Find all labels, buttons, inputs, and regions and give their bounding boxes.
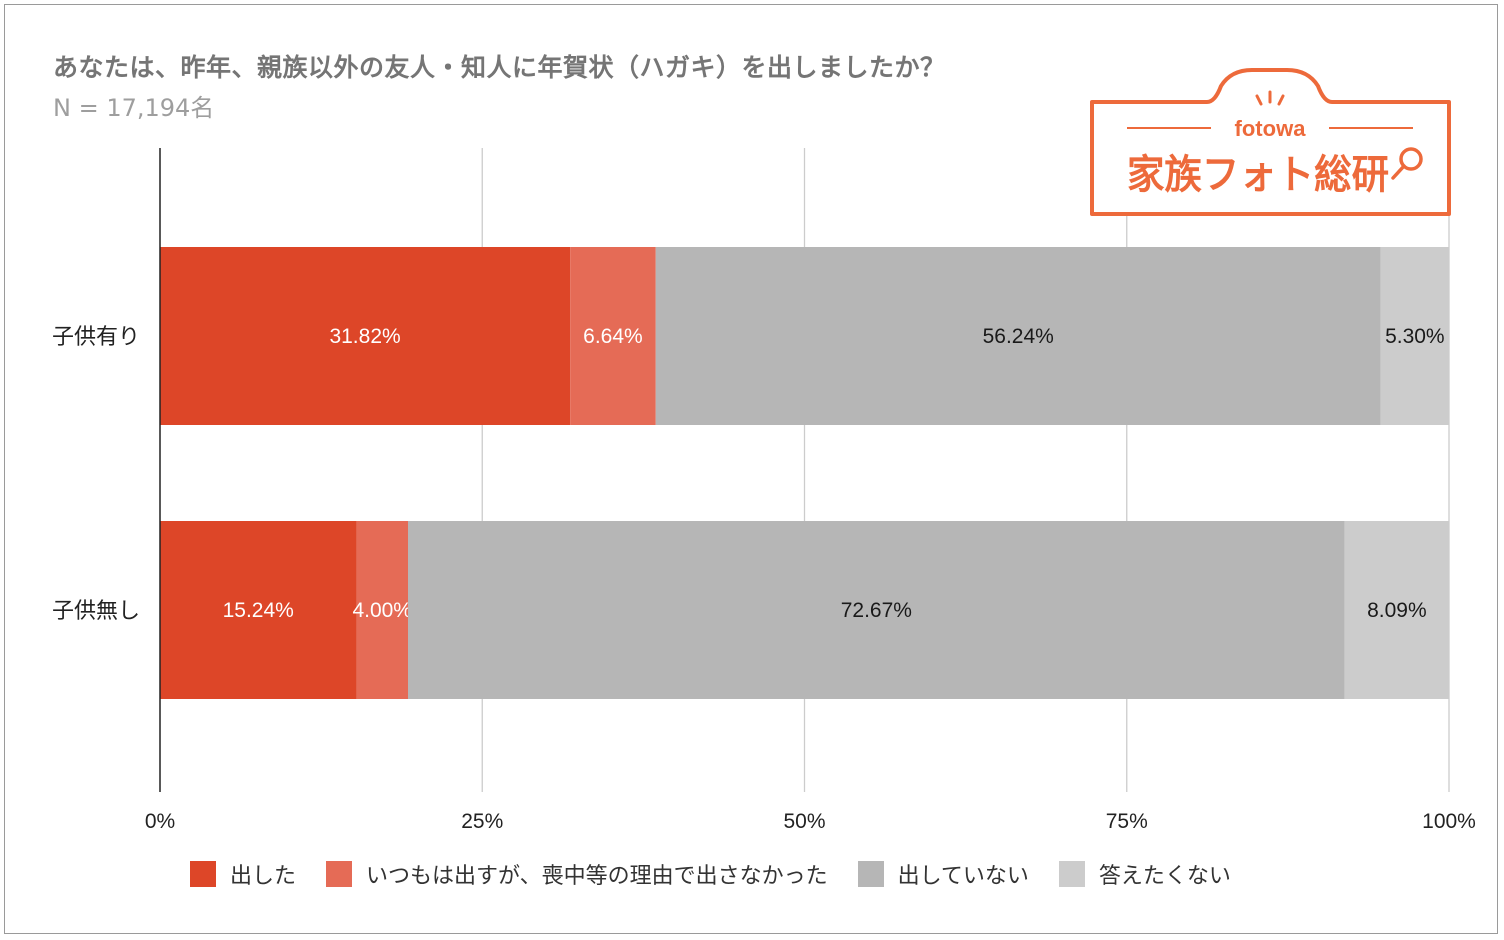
bar-segment xyxy=(570,247,656,425)
bar-segment xyxy=(1380,247,1449,425)
magnifier-icon xyxy=(1391,147,1423,180)
legend-item: 答えたくない xyxy=(1058,858,1231,890)
bar-segment xyxy=(655,247,1381,425)
legend-swatch xyxy=(857,861,884,887)
category-label: 子供無し xyxy=(52,599,140,624)
legend-swatch xyxy=(190,861,216,887)
x-tick-label: 75% xyxy=(1106,810,1148,833)
bar-segment xyxy=(356,521,409,699)
fotowa-logo: fotowa 家族フォト総研 xyxy=(1090,68,1451,216)
bar-segment xyxy=(160,521,357,699)
legend-label: 答えたくない xyxy=(1098,864,1231,889)
logo-badge-outline xyxy=(1090,68,1451,216)
chart-subtitle: N = 17,194名 xyxy=(53,94,215,122)
legend-item: いつもは出すが、喪中等の理由で出さなかった xyxy=(326,858,828,890)
bar-segment xyxy=(408,521,1345,699)
x-tick-label: 50% xyxy=(783,810,825,833)
legend-item: 出していない xyxy=(857,858,1029,890)
data-label: 31.82% xyxy=(329,325,400,348)
bar-segment xyxy=(160,247,571,425)
x-tick-label: 25% xyxy=(461,810,503,833)
bar-segment xyxy=(1344,521,1449,699)
logo-brand: fotowa xyxy=(1235,116,1307,141)
legend-label: 出した xyxy=(230,864,297,889)
legend-swatch xyxy=(326,861,353,887)
chart-title: あなたは、昨年、親族以外の友人・知人に年賀状（ハガキ）を出しましたか？ xyxy=(53,53,946,82)
data-label: 56.24% xyxy=(983,325,1054,348)
x-tick-label: 100% xyxy=(1422,810,1476,833)
legend-label: いつもは出すが、喪中等の理由で出さなかった xyxy=(366,864,828,889)
logo-sparkle-icon xyxy=(1255,90,1285,106)
data-label: 6.64% xyxy=(583,325,643,348)
chart-legend: 出した いつもは出すが、喪中等の理由で出さなかった 出していない 答えたくない xyxy=(190,858,1261,890)
data-label: 5.30% xyxy=(1385,325,1445,348)
data-label: 72.67% xyxy=(841,599,912,622)
data-label: 8.09% xyxy=(1367,599,1427,622)
data-label: 15.24% xyxy=(223,599,294,622)
legend-swatch xyxy=(1058,861,1085,887)
legend-item: 出した xyxy=(190,858,296,890)
legend-label: 出していない xyxy=(897,864,1029,889)
data-label: 4.00% xyxy=(352,599,412,622)
logo-name: 家族フォト総研 xyxy=(1127,152,1389,198)
x-tick-label: 0% xyxy=(145,810,175,833)
category-label: 子供有り xyxy=(52,325,140,350)
